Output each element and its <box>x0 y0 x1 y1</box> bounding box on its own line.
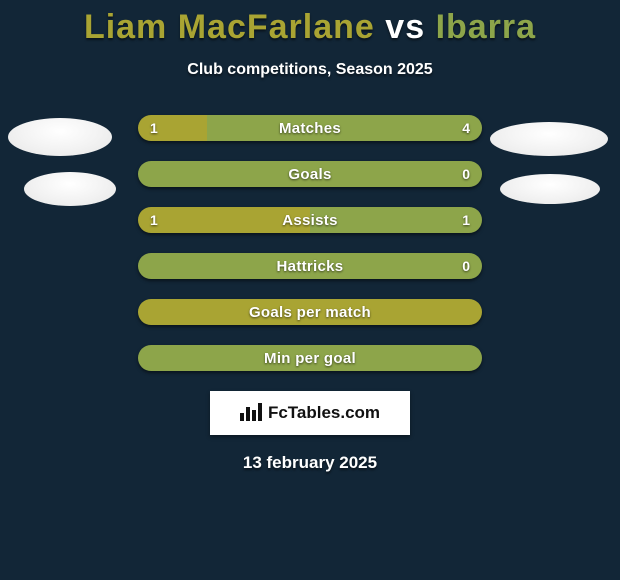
stat-bar-right-value: 1 <box>450 207 482 233</box>
stat-bar-label: Goals <box>138 161 482 187</box>
stats-container: Matches14Goals0Assists11Hattricks0Goals … <box>138 115 482 371</box>
subtitle: Club competitions, Season 2025 <box>0 61 620 79</box>
stat-bar: Matches1 4 <box>138 115 482 141</box>
stat-bar-right-value: 0 <box>450 253 482 279</box>
title-player2: Ibarra <box>436 8 537 46</box>
stat-bar: Assists1 1 <box>138 207 482 233</box>
branding-badge: FcTables.com <box>210 391 410 435</box>
avatar-left-1 <box>8 118 112 156</box>
avatar-left-2 <box>24 172 116 206</box>
stat-bar-left-value <box>138 345 162 371</box>
stat-bar-right-value: 0 <box>450 161 482 187</box>
stat-bar-right-value <box>458 299 482 325</box>
page-title: Liam MacFarlane vs Ibarra <box>0 0 620 47</box>
date-label: 13 february 2025 <box>0 453 620 473</box>
avatar-right-2 <box>500 174 600 204</box>
title-player1: Liam MacFarlane <box>84 8 375 46</box>
stat-bar-left-value: 1 <box>138 115 170 141</box>
stat-bar: Goals0 <box>138 161 482 187</box>
branding-text: FcTables.com <box>268 403 380 423</box>
stat-bar-label: Goals per match <box>138 299 482 325</box>
stat-bar-right-value <box>458 345 482 371</box>
stat-bar: Goals per match <box>138 299 482 325</box>
stat-bar-left-value <box>138 299 162 325</box>
stat-bar: Min per goal <box>138 345 482 371</box>
stat-bar-label: Hattricks <box>138 253 482 279</box>
avatar-right-1 <box>490 122 608 156</box>
stat-bar-label: Assists <box>138 207 482 233</box>
stat-bar-label: Matches <box>138 115 482 141</box>
stat-bar-left-value <box>138 253 162 279</box>
stat-bar-right-value: 4 <box>450 115 482 141</box>
stat-bar-left-value: 1 <box>138 207 170 233</box>
stat-bar: Hattricks0 <box>138 253 482 279</box>
chart-icon <box>240 401 262 426</box>
stat-bar-left-value <box>138 161 162 187</box>
title-vs: vs <box>385 8 425 46</box>
stat-bar-label: Min per goal <box>138 345 482 371</box>
